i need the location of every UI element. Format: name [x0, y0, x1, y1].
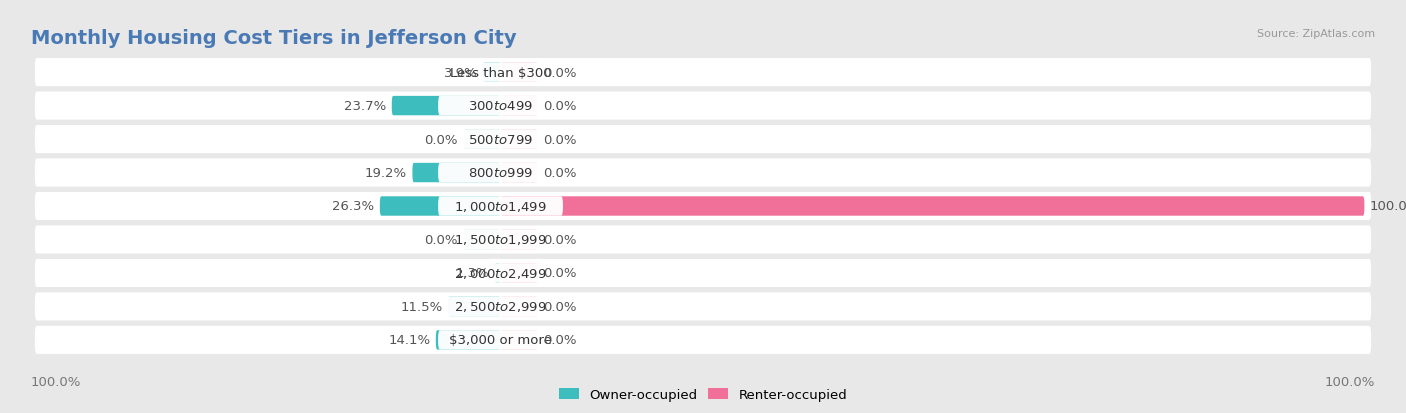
FancyBboxPatch shape — [35, 159, 1371, 187]
Text: 0.0%: 0.0% — [543, 100, 576, 113]
Text: $2,000 to $2,499: $2,000 to $2,499 — [454, 266, 547, 280]
FancyBboxPatch shape — [501, 97, 537, 116]
FancyBboxPatch shape — [439, 197, 562, 216]
Text: $2,500 to $2,999: $2,500 to $2,999 — [454, 300, 547, 313]
Text: 0.0%: 0.0% — [425, 133, 458, 146]
FancyBboxPatch shape — [447, 297, 501, 316]
Text: 0.0%: 0.0% — [543, 334, 576, 347]
FancyBboxPatch shape — [439, 297, 562, 316]
FancyBboxPatch shape — [439, 330, 562, 350]
Text: $500 to $799: $500 to $799 — [468, 133, 533, 146]
FancyBboxPatch shape — [464, 130, 501, 150]
FancyBboxPatch shape — [35, 192, 1371, 221]
FancyBboxPatch shape — [35, 226, 1371, 254]
Text: 23.7%: 23.7% — [344, 100, 387, 113]
Text: 100.0%: 100.0% — [1369, 200, 1406, 213]
Text: 3.9%: 3.9% — [444, 66, 477, 79]
Text: 14.1%: 14.1% — [388, 334, 430, 347]
FancyBboxPatch shape — [501, 330, 537, 350]
FancyBboxPatch shape — [501, 63, 537, 83]
Legend: Owner-occupied, Renter-occupied: Owner-occupied, Renter-occupied — [560, 388, 846, 401]
FancyBboxPatch shape — [501, 230, 537, 249]
FancyBboxPatch shape — [439, 130, 562, 150]
FancyBboxPatch shape — [439, 230, 562, 249]
FancyBboxPatch shape — [495, 263, 501, 283]
Text: $300 to $499: $300 to $499 — [468, 100, 533, 113]
FancyBboxPatch shape — [392, 97, 501, 116]
Text: 0.0%: 0.0% — [543, 300, 576, 313]
Text: 0.0%: 0.0% — [543, 133, 576, 146]
Text: Monthly Housing Cost Tiers in Jefferson City: Monthly Housing Cost Tiers in Jefferson … — [31, 29, 516, 48]
FancyBboxPatch shape — [380, 197, 501, 216]
FancyBboxPatch shape — [35, 59, 1371, 87]
FancyBboxPatch shape — [35, 126, 1371, 154]
FancyBboxPatch shape — [501, 263, 537, 283]
FancyBboxPatch shape — [439, 97, 562, 116]
FancyBboxPatch shape — [501, 297, 537, 316]
Text: 1.3%: 1.3% — [456, 267, 489, 280]
FancyBboxPatch shape — [436, 330, 501, 350]
FancyBboxPatch shape — [439, 63, 562, 83]
Text: 0.0%: 0.0% — [425, 233, 458, 247]
Text: $3,000 or more: $3,000 or more — [449, 334, 553, 347]
Text: 0.0%: 0.0% — [543, 166, 576, 180]
Text: 0.0%: 0.0% — [543, 267, 576, 280]
FancyBboxPatch shape — [35, 259, 1371, 287]
Text: 0.0%: 0.0% — [543, 66, 576, 79]
Text: 0.0%: 0.0% — [543, 233, 576, 247]
Text: 100.0%: 100.0% — [1324, 375, 1375, 388]
Text: $1,500 to $1,999: $1,500 to $1,999 — [454, 233, 547, 247]
FancyBboxPatch shape — [501, 197, 1364, 216]
Text: $1,000 to $1,499: $1,000 to $1,499 — [454, 199, 547, 214]
FancyBboxPatch shape — [412, 164, 501, 183]
Text: 11.5%: 11.5% — [401, 300, 443, 313]
FancyBboxPatch shape — [501, 130, 537, 150]
FancyBboxPatch shape — [35, 293, 1371, 321]
FancyBboxPatch shape — [501, 164, 537, 183]
Text: $800 to $999: $800 to $999 — [468, 166, 533, 180]
Text: Source: ZipAtlas.com: Source: ZipAtlas.com — [1257, 29, 1375, 39]
Text: Less than $300: Less than $300 — [450, 66, 551, 79]
FancyBboxPatch shape — [482, 63, 501, 83]
FancyBboxPatch shape — [439, 263, 562, 283]
Text: 19.2%: 19.2% — [366, 166, 406, 180]
FancyBboxPatch shape — [439, 164, 562, 183]
FancyBboxPatch shape — [35, 326, 1371, 354]
Text: 100.0%: 100.0% — [31, 375, 82, 388]
Text: 26.3%: 26.3% — [332, 200, 374, 213]
FancyBboxPatch shape — [464, 230, 501, 249]
FancyBboxPatch shape — [35, 92, 1371, 120]
